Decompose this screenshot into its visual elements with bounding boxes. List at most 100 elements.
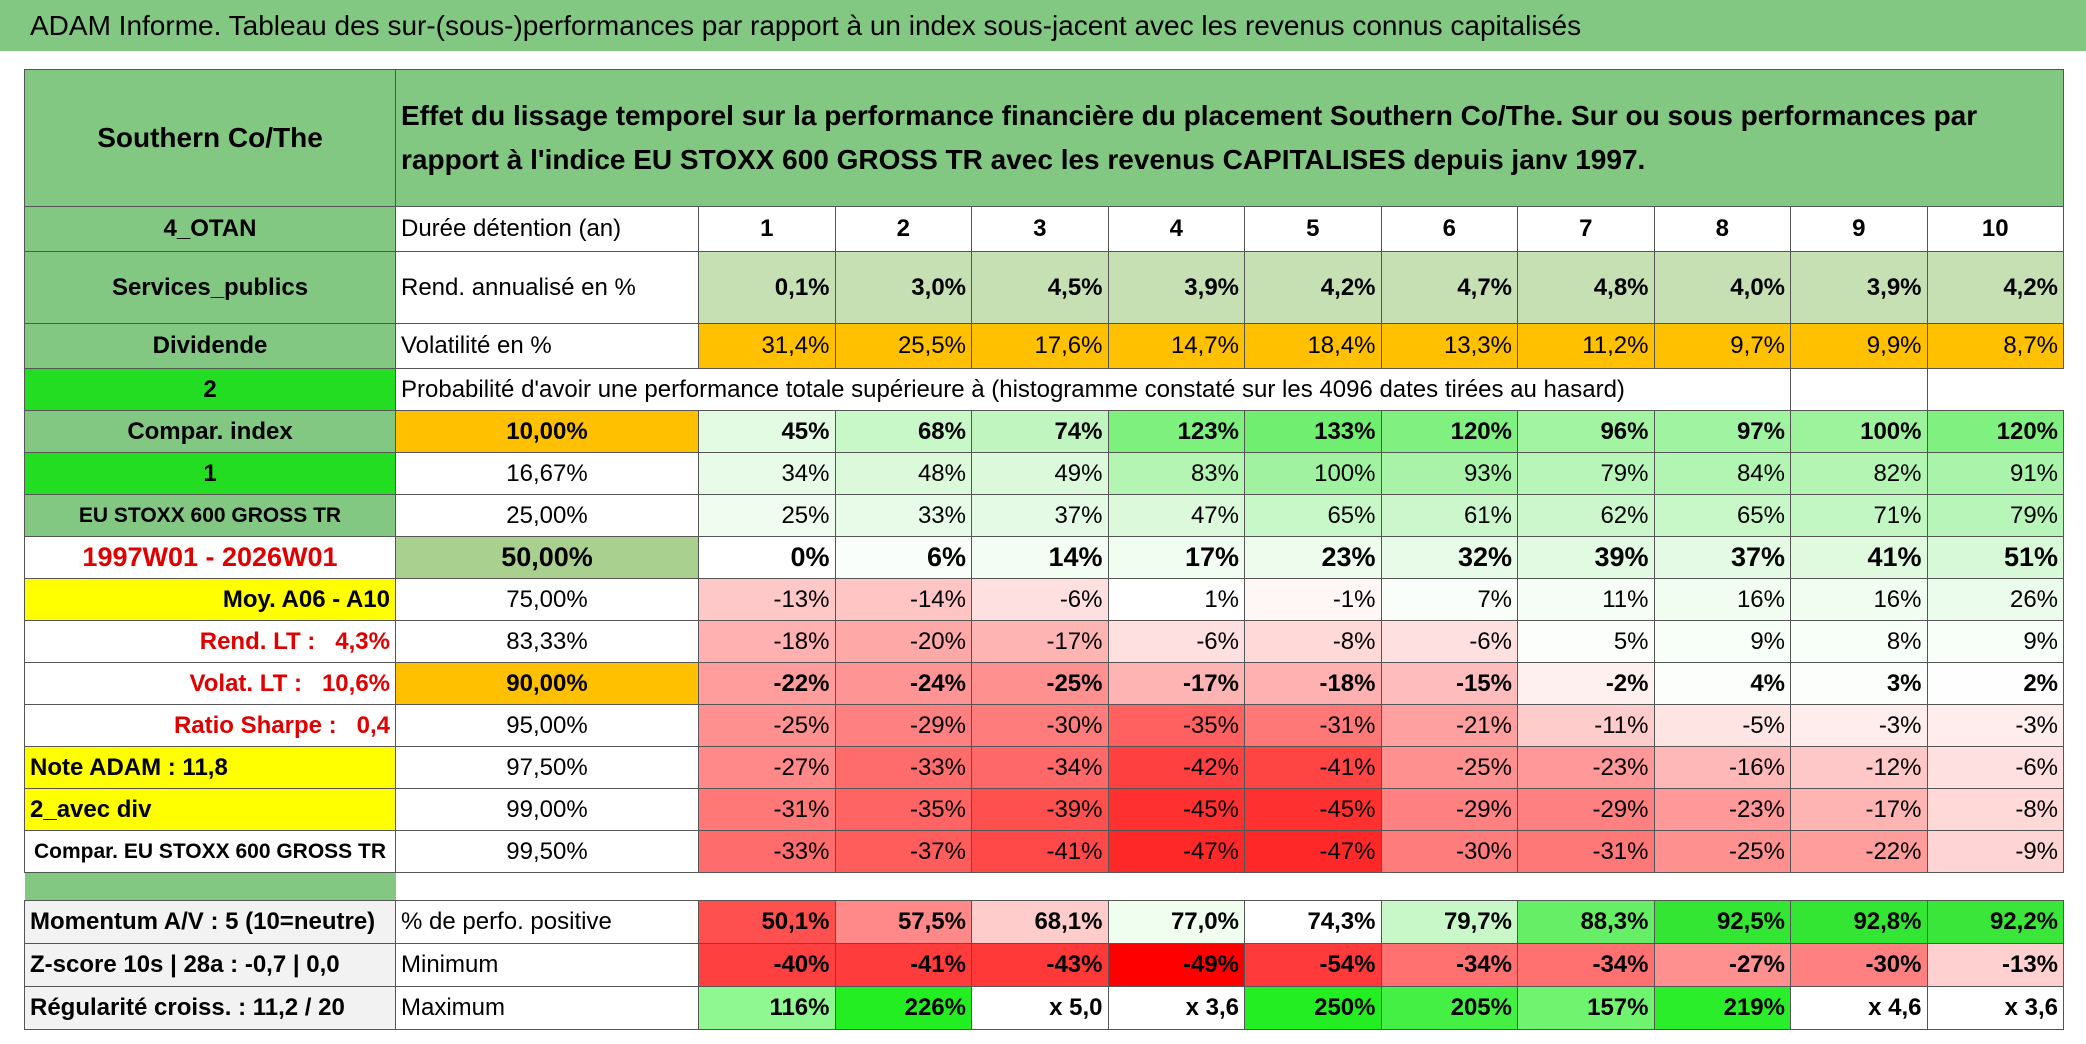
table-cell: 65%	[1653, 494, 1791, 537]
table-row: Rend. LT : 4,3% 83,33% -18% -20% -17% -6% -8% -…	[24, 620, 2065, 663]
table-cell: x 3,6	[1107, 986, 1245, 1030]
table-cell: -45%	[1244, 788, 1382, 831]
table-cell: 83,33%	[395, 620, 699, 663]
table-cell: 4%	[1653, 662, 1791, 705]
table-cell: -20%	[834, 620, 972, 663]
table-cell: -11%	[1517, 704, 1655, 747]
table-cell: -6%	[1107, 620, 1245, 663]
table-cell: 9%	[1926, 620, 2065, 663]
table-row: Moy. A06 - A10 75,00% -13% -14% -6% 1% -1% 7% 11…	[24, 578, 2065, 621]
table-cell: -27%	[1653, 943, 1791, 987]
separator-row	[24, 872, 2064, 901]
table-cell: % de perfo. positive	[395, 900, 699, 944]
table-cell: 92,8%	[1790, 900, 1928, 944]
table-cell: -12%	[1790, 746, 1928, 789]
table-cell: 16,67%	[395, 452, 699, 495]
table-cell: 4,7%	[1380, 251, 1518, 324]
table-cell: 16%	[1790, 578, 1928, 621]
table-row: Momentum A/V : 5 (10=neutre)% de perfo. …	[24, 900, 2065, 944]
table-row: 2_avec div 99,00% -31% -35% -39% -45% -45% -29%…	[24, 788, 2065, 831]
table-cell: -34%	[971, 746, 1109, 789]
table-cell: 4,2%	[1926, 251, 2065, 324]
table-cell: 74%	[971, 410, 1109, 453]
table-cell: -29%	[1380, 788, 1518, 831]
table-cell: 25,5%	[834, 323, 972, 369]
table-cell: 97,50%	[395, 746, 699, 789]
table-cell: -1%	[1244, 578, 1382, 621]
table-cell: -47%	[1107, 830, 1245, 873]
title-bar: ADAM Informe. Tableau des sur-(sous-)per…	[0, 0, 2086, 51]
table-cell: -31%	[1517, 830, 1655, 873]
table-cell: 8	[1653, 206, 1791, 252]
table-cell: -33%	[834, 746, 972, 789]
table-cell: -33%	[698, 830, 836, 873]
table-cell: x 3,6	[1926, 986, 2065, 1030]
table-cell: 3,9%	[1107, 251, 1245, 324]
table-cell: -40%	[698, 943, 836, 987]
table-cell: 7%	[1380, 578, 1518, 621]
table-cell: 250%	[1244, 986, 1382, 1030]
table-cell: 77,0%	[1107, 900, 1245, 944]
table-cell: 0,1%	[698, 251, 836, 324]
table-cell: 23%	[1244, 536, 1382, 579]
table-cell: -29%	[1517, 788, 1655, 831]
table-row: Régularité croiss. : 11,2 / 20 Maximum 116…	[24, 986, 2065, 1030]
table-cell: -22%	[1790, 830, 1928, 873]
table-cell: Durée détention (an)	[395, 206, 699, 252]
table-cell: 4	[1107, 206, 1245, 252]
table-cell: 32%	[1380, 536, 1518, 579]
table-cell: -31%	[698, 788, 836, 831]
table-cell: 8%	[1790, 620, 1928, 663]
table-cell: 79%	[1926, 494, 2065, 537]
table-cell: 6	[1380, 206, 1518, 252]
table-cell: 1%	[1107, 578, 1245, 621]
table-cell: 123%	[1107, 410, 1245, 453]
table-cell: -37%	[834, 830, 972, 873]
table-cell: -6%	[971, 578, 1109, 621]
table-row: Compar. index 10,00% 45% 68% 74% 123% 133% 120%…	[24, 410, 2065, 453]
row-label: 2_avec div	[24, 788, 396, 831]
table-cell: -6%	[1926, 746, 2065, 789]
table-cell: 37%	[971, 494, 1109, 537]
table-cell: -14%	[834, 578, 972, 621]
table-cell: -45%	[1107, 788, 1245, 831]
table-cell: 96%	[1517, 410, 1655, 453]
table-cell: 97%	[1653, 410, 1791, 453]
table-cell: 4,5%	[971, 251, 1109, 324]
table-cell: -18%	[698, 620, 836, 663]
table-cell: -31%	[1244, 704, 1382, 747]
table-cell: 3,9%	[1790, 251, 1928, 324]
table-cell: 88,3%	[1517, 900, 1655, 944]
row-label: Rend. LT : 4,3%	[24, 620, 396, 663]
table-cell: Volatilité en %	[395, 323, 699, 369]
table-cell: 4,0%	[1653, 251, 1791, 324]
table-cell: -54%	[1244, 943, 1382, 987]
table-cell: 39%	[1517, 536, 1655, 579]
table-cell: 37%	[1653, 536, 1791, 579]
table-cell: 91%	[1926, 452, 2065, 495]
table-row: Services_publics Rend. annualisé en % 0,1%…	[24, 251, 2065, 324]
table-cell: 92,2%	[1926, 900, 2065, 944]
table-cell: -8%	[1926, 788, 2065, 831]
table-cell: 18,4%	[1244, 323, 1382, 369]
table-cell: -49%	[1107, 943, 1245, 987]
table-row: Compar. EU STOXX 600 GROSS TR 99,50% -33% -…	[24, 830, 2065, 873]
table-cell: -41%	[834, 943, 972, 987]
table-cell: 45%	[698, 410, 836, 453]
table-cell: 9,7%	[1653, 323, 1791, 369]
row-label: Compar. EU STOXX 600 GROSS TR	[24, 830, 396, 873]
header-text: Effet du lissage temporel sur la perform…	[394, 69, 2065, 207]
table-cell: 100%	[1790, 410, 1928, 453]
table-cell: -27%	[698, 746, 836, 789]
table-cell: -39%	[971, 788, 1109, 831]
table-row: Z-score 10s | 28a : -0,7 | 0,0 Minimum -40…	[24, 943, 2065, 987]
table-cell: 31,4%	[698, 323, 836, 369]
table-cell: 47%	[1107, 494, 1245, 537]
table-cell: 4,8%	[1517, 251, 1655, 324]
table-cell: 1	[698, 206, 836, 252]
table-cell: -30%	[971, 704, 1109, 747]
table-cell: 7	[1517, 206, 1655, 252]
separator-cell	[395, 872, 2064, 901]
table-cell: -17%	[1107, 662, 1245, 705]
